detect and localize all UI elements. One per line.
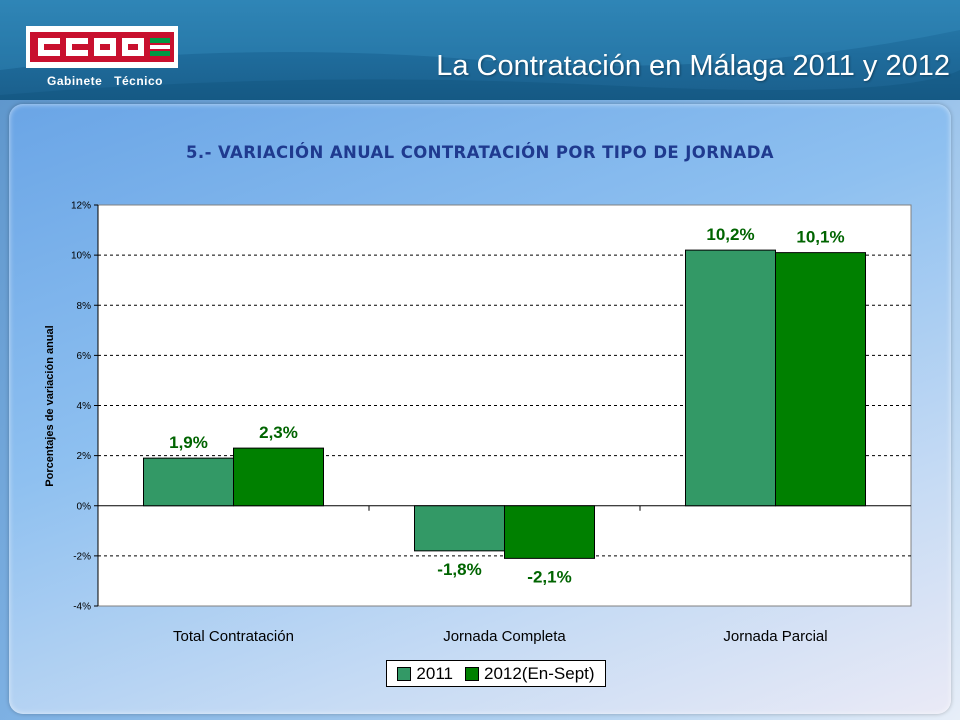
chart-title: 5.- VARIACIÓN ANUAL CONTRATACIÓN POR TIP…: [186, 143, 774, 162]
logo-subtitle: Gabinete Técnico: [46, 74, 164, 88]
ccoo-logo-mark: [30, 32, 174, 62]
bar-2012: [775, 252, 866, 507]
y-tick-label: -4%: [73, 602, 91, 613]
legend-label-2011: 2011: [416, 663, 453, 683]
legend-item-2012: 2012(En-Sept): [464, 663, 595, 684]
x-category-label: Jornada Completa: [443, 628, 566, 645]
bar-2012: [504, 505, 595, 559]
y-tick-label: 6%: [77, 351, 92, 362]
ccoo-logo: [26, 26, 178, 68]
data-label: 10,1%: [796, 228, 844, 247]
y-tick-label: 2%: [77, 451, 92, 462]
x-category-label: Jornada Parcial: [723, 628, 827, 645]
y-tick-label: 10%: [71, 251, 91, 262]
data-label: 1,9%: [169, 433, 208, 452]
header-banner: Gabinete Técnico La Contratación en Mála…: [0, 0, 960, 100]
y-tick-label: 12%: [71, 201, 91, 212]
bar-2011: [685, 249, 776, 507]
bar-2011: [414, 505, 505, 552]
bar-2011: [143, 457, 234, 507]
x-category-label: Total Contratación: [173, 628, 294, 645]
chart-legend: 2011 2012(En-Sept): [386, 660, 606, 687]
legend-swatch-2012: [464, 666, 479, 681]
header-wave-decoration: [0, 0, 960, 100]
data-label: -1,8%: [437, 560, 481, 579]
legend-label-2012: 2012(En-Sept): [483, 663, 595, 683]
legend-item-2011: 2011: [397, 664, 453, 684]
data-label: -2,1%: [527, 567, 571, 586]
data-label: 2,3%: [259, 423, 298, 442]
page-title: La Contratación en Málaga 2011 y 2012: [436, 50, 950, 82]
y-tick-label: 4%: [77, 401, 92, 412]
legend-swatch-2011: [397, 666, 412, 681]
y-tick-label: 0%: [77, 501, 92, 512]
bar-2012: [233, 447, 324, 507]
y-tick-label: 8%: [77, 301, 92, 312]
data-label: 10,2%: [706, 225, 754, 244]
y-tick-label: -2%: [73, 551, 91, 562]
